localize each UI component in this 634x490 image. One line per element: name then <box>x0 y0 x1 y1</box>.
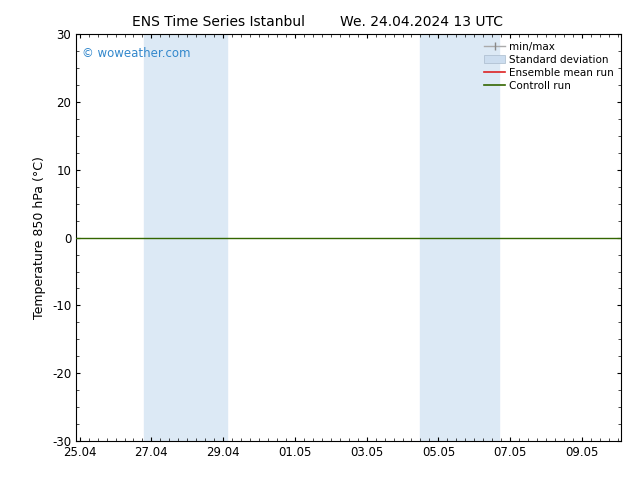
Legend: min/max, Standard deviation, Ensemble mean run, Controll run: min/max, Standard deviation, Ensemble me… <box>482 40 616 93</box>
Text: © woweather.com: © woweather.com <box>82 47 190 59</box>
Bar <box>446 34 500 441</box>
Bar <box>420 34 446 441</box>
Bar <box>144 34 169 441</box>
Text: ENS Time Series Istanbul        We. 24.04.2024 13 UTC: ENS Time Series Istanbul We. 24.04.2024 … <box>131 15 503 29</box>
Y-axis label: Temperature 850 hPa (°C): Temperature 850 hPa (°C) <box>34 156 46 319</box>
Bar <box>169 34 227 441</box>
